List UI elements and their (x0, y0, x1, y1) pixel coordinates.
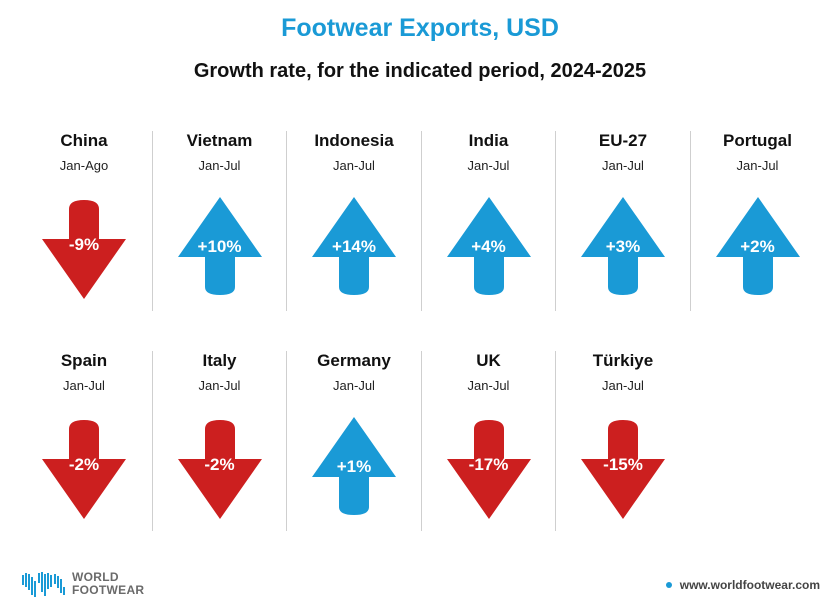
growth-arrow-mark (177, 197, 262, 295)
arrow-down-icon: -17% (446, 417, 531, 519)
growth-value-label: +3% (605, 237, 641, 256)
growth-arrow-mark (446, 420, 531, 519)
website-link[interactable]: www.worldfootwear.com (665, 578, 820, 592)
country-name: Italy (202, 351, 237, 370)
period-label: Jan-Ago (59, 158, 109, 173)
country-cell: Portugal Jan-Jul +2% (689, 131, 825, 311)
arrow-down-icon: -2% (42, 417, 126, 519)
arrow-up-icon: +4% (446, 197, 531, 299)
growth-value-label: -17% (468, 455, 509, 474)
growth-value-label: -15% (603, 455, 643, 474)
arrow-down-icon: -2% (177, 417, 262, 519)
period-label: Jan-Jul (602, 378, 644, 393)
arrow-down-icon: -15% (581, 417, 665, 519)
country-cell: China Jan-Ago -9% (17, 131, 151, 311)
period-label: Jan-Jul (736, 158, 779, 173)
country-cell: India Jan-Jul +4% (420, 131, 556, 311)
world-footwear-logo[interactable]: WORLD FOOTWEAR (20, 569, 160, 601)
period-label: Jan-Jul (198, 158, 241, 173)
period-label: Jan-Jul (467, 158, 510, 173)
growth-value-label: +4% (471, 237, 506, 256)
period-label: Jan-Jul (467, 378, 510, 393)
website-url: www.worldfootwear.com (679, 578, 820, 592)
world-map-icon (22, 572, 65, 597)
logo-wordmark: WORLD FOOTWEAR (72, 571, 162, 597)
growth-value-label: +1% (336, 457, 372, 476)
country-name: EU-27 (598, 131, 648, 150)
growth-arrow-mark (446, 197, 531, 295)
period-label: Jan-Jul (333, 378, 375, 393)
arrow-up-icon: +3% (581, 197, 665, 299)
country-name: Türkiye (592, 351, 654, 370)
growth-arrow-mark (42, 200, 126, 299)
country-name: Portugal (723, 131, 792, 150)
country-cell: Italy Jan-Jul -2% (151, 351, 287, 531)
growth-value-label: -2% (68, 455, 100, 474)
chart-title: Footwear Exports, USD (281, 14, 559, 42)
growth-arrow-mark (581, 197, 665, 295)
country-name: China (60, 131, 108, 150)
country-name: India (468, 131, 509, 150)
growth-arrow-mark (312, 417, 396, 515)
period-label: Jan-Jul (333, 158, 375, 173)
growth-arrow-mark (715, 197, 800, 295)
growth-arrow-mark (42, 420, 126, 519)
growth-arrow-mark (177, 420, 262, 519)
period-label: Jan-Jul (198, 378, 241, 393)
country-name: Spain (60, 351, 108, 370)
country-name: Indonesia (314, 131, 394, 150)
growth-value-label: +10% (197, 237, 242, 256)
country-cell: EU-27 Jan-Jul +3% (555, 131, 690, 311)
arrow-up-icon: +10% (177, 197, 262, 299)
country-cell: Türkiye Jan-Jul -15% (555, 351, 690, 531)
country-cell: Indonesia Jan-Jul +14% (286, 131, 421, 311)
arrow-down-icon: -9% (42, 197, 126, 299)
country-cell: Germany Jan-Jul +1% (286, 351, 421, 531)
chart-subtitle: Growth rate, for the indicated period, 2… (193, 60, 647, 82)
bullet-dot-icon (665, 581, 672, 588)
growth-arrow-mark (581, 420, 665, 519)
country-name: Germany (317, 351, 391, 370)
period-label: Jan-Jul (63, 378, 105, 393)
logo-line-footwear: FOOTWEAR (72, 583, 145, 597)
growth-value-label: -9% (68, 235, 100, 254)
country-name: Vietnam (186, 131, 253, 150)
growth-arrow-mark (312, 197, 396, 295)
period-label: Jan-Jul (602, 158, 644, 173)
growth-value-label: +14% (332, 237, 376, 256)
growth-value-label: -2% (204, 455, 235, 474)
arrow-up-icon: +1% (312, 417, 396, 519)
growth-value-label: +2% (740, 237, 775, 256)
arrow-up-icon: +14% (312, 197, 396, 299)
arrow-up-icon: +2% (715, 197, 800, 299)
country-cell: Spain Jan-Jul -2% (17, 351, 151, 531)
country-name: UK (476, 351, 501, 370)
country-cell: UK Jan-Jul -17% (420, 351, 556, 531)
country-cell: Vietnam Jan-Jul +10% (151, 131, 287, 311)
logo-line-world: WORLD (72, 570, 119, 584)
